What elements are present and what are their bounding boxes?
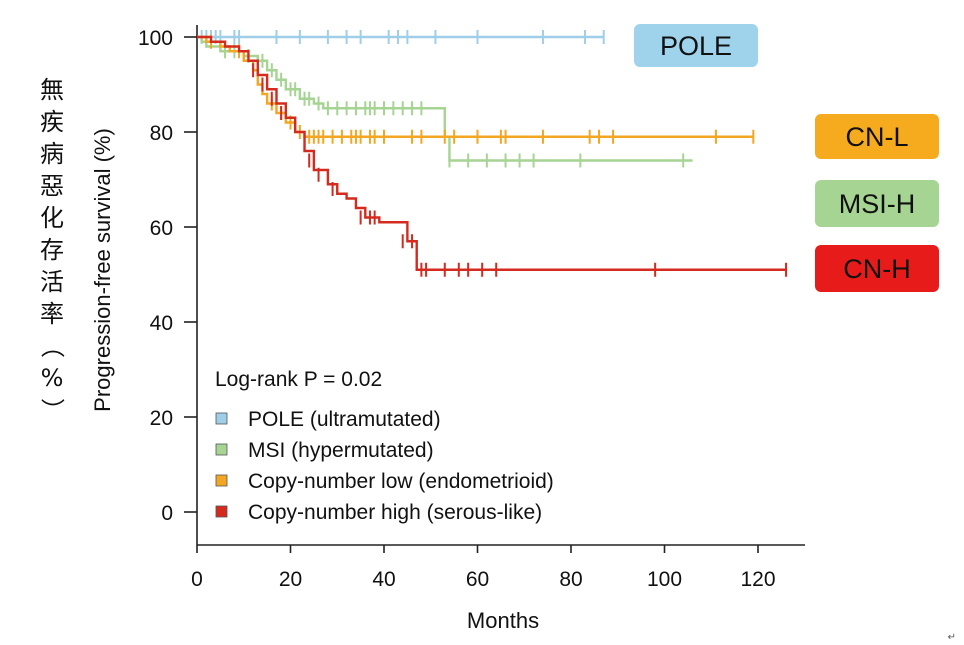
y-axis-title-chinese-char: 惡 [40,172,64,200]
legend-label: Copy-number low (endometrioid) [248,470,554,493]
legend-label: Copy-number high (serous-like) [248,501,542,524]
y-tick-label: 40 [150,312,173,335]
survival-curves [197,30,788,277]
y-axis-title-chinese-char: 活 [40,268,64,296]
badge-msi-h-label: MSI-H [839,189,916,219]
x-tick-label: 40 [372,568,395,591]
x-tick-label: 120 [740,568,775,591]
y-tick-label: 0 [161,502,173,525]
badge-cn-l: CN-L [815,114,939,159]
y-axis-title-chinese-char: 疾 [40,108,64,136]
y-axis-title-chinese-char: 存 [40,236,64,264]
legend-swatch [215,505,228,518]
return-mark-icon: ↵ [947,632,956,643]
y-axis-title: Progression-free survival (%) [90,128,115,412]
badge-pole-label: POLE [660,31,732,61]
series-line-cn-l [197,35,754,138]
y-tick-label: 60 [150,217,173,240]
y-tick-label: 100 [138,27,173,50]
x-tick-label: 60 [466,568,489,591]
y-axis-title-chinese-char: 化 [40,204,64,232]
x-axis-title: Months [467,608,539,633]
y-axis-title-chinese-char: ） [38,398,66,422]
y-axis-title-chinese-char: % [41,364,64,392]
legend-label: POLE (ultramutated) [248,408,441,431]
y-axis-title-chinese-char: 病 [40,140,64,168]
log-rank-annotation: Log-rank P = 0.02 [215,368,382,391]
y-tick-label: 80 [150,122,173,145]
legend-swatch [215,443,228,456]
legend-swatch [215,474,228,487]
badge-pole: POLE [634,24,758,67]
x-axis-ticks: 0 20 40 60 80 100 120 [191,545,776,591]
x-tick-label: 80 [559,568,582,591]
series-line-cn-h [197,35,787,271]
x-tick-label: 0 [191,568,203,591]
y-axis-ticks: 0 20 40 60 80 100 [138,27,197,525]
x-tick-label: 20 [279,568,302,591]
y-axis-title-chinese-char: 率 [40,300,64,328]
y-axis-title-chinese-char: 無 [40,76,64,104]
y-axis-title-chinese-char: （ [38,334,66,358]
badge-cn-h: CN-H [815,245,939,292]
badge-msi-h: MSI-H [815,180,939,227]
y-tick-label: 20 [150,407,173,430]
legend-swatch [215,412,228,425]
legend-label: MSI (hypermutated) [248,439,434,462]
badge-cn-l-label: CN-L [845,122,908,152]
badge-cn-h-label: CN-H [843,254,911,284]
legend: POLE (ultramutated) MSI (hypermutated) Cop… [215,408,554,524]
x-tick-label: 100 [647,568,682,591]
